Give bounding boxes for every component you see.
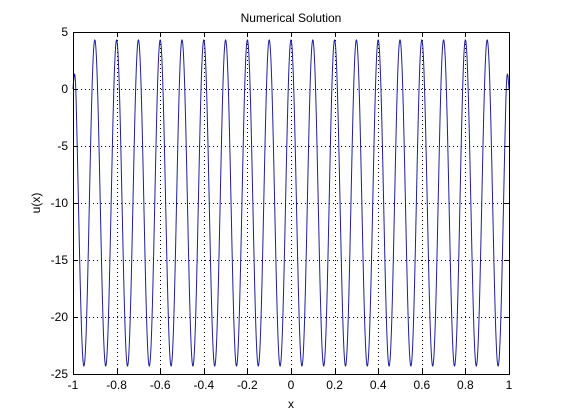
y-tick-label: -25 [51, 367, 69, 381]
series-line [72, 39, 510, 367]
y-axis-label: u(x) [29, 193, 43, 214]
x-tick-label: 0.2 [326, 378, 343, 392]
x-tick-label: 0.8 [457, 378, 474, 392]
x-axis-label: x [288, 397, 294, 411]
y-tick-label: 0 [61, 82, 68, 96]
y-tick-label: 5 [61, 25, 68, 39]
ticks [73, 32, 510, 375]
y-tick-label: -10 [51, 196, 69, 210]
x-tick-label: -0.6 [150, 378, 171, 392]
series-layer [72, 39, 510, 367]
x-tick-label: 1 [506, 378, 513, 392]
chart-title: Numerical Solution [241, 11, 342, 25]
grid [73, 32, 509, 374]
x-tick-label: -0.2 [237, 378, 258, 392]
x-tick-label: -0.8 [106, 378, 127, 392]
x-tick-label: -1 [68, 378, 79, 392]
x-tick-label: 0.4 [370, 378, 387, 392]
y-tick-label: -20 [51, 310, 69, 324]
x-tick-label: 0.6 [413, 378, 430, 392]
x-tick-label: -0.4 [193, 378, 214, 392]
plot-area [73, 32, 509, 374]
x-tick-label: 0 [288, 378, 295, 392]
tick-labels: -1 -0.8 -0.6 -0.4 -0.2 0 0.2 0.4 0.6 0.8 1 5 0 -5 -10 -… [51, 25, 513, 392]
y-tick-label: -5 [57, 139, 68, 153]
y-tick-label: -15 [51, 253, 69, 267]
